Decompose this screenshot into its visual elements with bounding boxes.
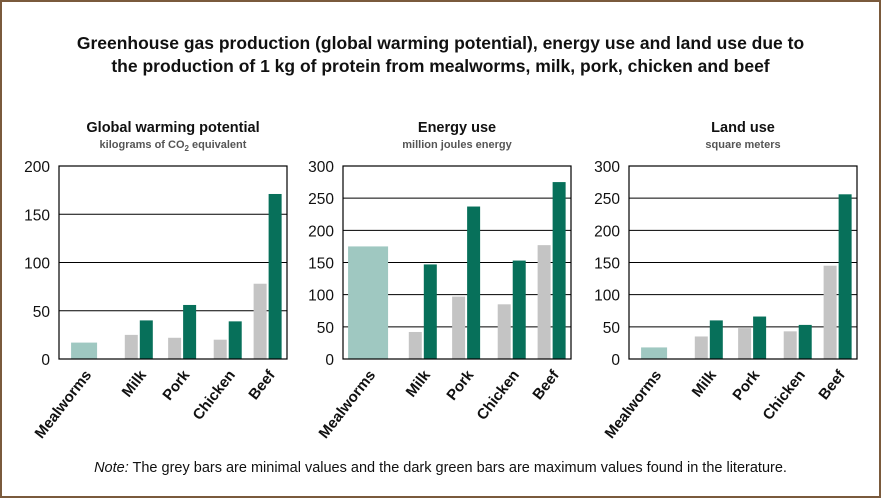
energy-use-bar-pork-max <box>467 206 481 359</box>
land-use-ytick-label: 100 <box>594 288 620 305</box>
land-use-xtick-label: Beef <box>815 366 849 403</box>
energy-use-bar-milk-min <box>408 331 422 359</box>
main-title-line-1: Greenhouse gas production (global warmin… <box>76 33 805 53</box>
global-warming-potential-bar-milk-min <box>124 334 138 359</box>
energy-use-plot-frame <box>342 165 572 360</box>
energy-use-ytick-label: 300 <box>308 159 334 176</box>
land-use-bar-beef-max <box>838 194 852 359</box>
land-use-ytick-label: 300 <box>594 159 620 176</box>
land-use-xtick-label: Mealworms <box>602 367 666 442</box>
land-use-ytick-label: 150 <box>594 256 620 273</box>
energy-use-bar-beef-max <box>552 182 566 359</box>
global-warming-potential-plot-frame <box>58 165 288 360</box>
global-warming-potential-bar-milk-max <box>139 320 153 359</box>
energy-use-ytick-label: 0 <box>325 352 334 369</box>
global-warming-potential-bar-beef-min <box>253 283 267 359</box>
energy-use-ytick-label: 150 <box>308 256 334 273</box>
global-warming-potential-subtitle-text: kilograms of CO <box>99 139 185 151</box>
energy-use-bar-beef-min <box>537 245 551 359</box>
energy-use-ytick-label: 250 <box>308 191 334 208</box>
land-use-ytick-label: 0 <box>611 352 620 369</box>
global-warming-potential-ytick-label: 200 <box>24 159 50 176</box>
land-use-bar-chicken-min <box>783 331 797 359</box>
global-warming-potential-title: Global warming potential <box>86 120 260 136</box>
land-use-subtitle-text: square meters <box>705 139 781 151</box>
energy-use-title: Energy use <box>417 120 497 136</box>
land-use-ytick-label: 50 <box>603 320 621 337</box>
footnote-prefix: Note: <box>94 460 129 476</box>
land-use-bar-pork-max <box>753 316 767 359</box>
energy-use-bar-chicken-max <box>512 260 526 359</box>
land-use-ytick-label: 250 <box>594 191 620 208</box>
energy-use-subtitle-text: million joules energy <box>402 139 512 151</box>
footnote-text: The grey bars are minimal values and the… <box>128 460 787 476</box>
energy-use-ytick-label: 100 <box>308 288 334 305</box>
land-use-plot-frame <box>628 165 858 360</box>
land-use-bar-mealworms <box>641 347 668 359</box>
global-warming-potential-subtitle-tail: equivalent <box>188 139 247 151</box>
global-warming-potential-bar-chicken-min <box>213 339 227 359</box>
land-use-bar-milk-max <box>709 320 723 359</box>
global-warming-potential-bar-chicken-max <box>228 321 242 359</box>
main-title: Greenhouse gas production (global warmin… <box>2 32 879 78</box>
energy-use-bar-pork-min <box>452 296 466 359</box>
global-warming-potential-ytick-label: 100 <box>24 256 50 273</box>
land-use-xtick-label: Milk <box>689 366 721 400</box>
global-warming-potential-bar-beef-max <box>268 193 282 359</box>
global-warming-potential-bar-pork-min <box>168 337 182 359</box>
land-use-bar-chicken-max <box>798 324 812 359</box>
land-use-bar-milk-min <box>694 336 708 359</box>
energy-use-ytick-label: 200 <box>308 223 334 240</box>
global-warming-potential-subtitle: kilograms of CO2 equivalent <box>43 139 303 153</box>
energy-use-subtitle: million joules energy <box>327 139 587 151</box>
energy-use-ytick-label: 50 <box>317 320 335 337</box>
global-warming-potential-ytick-label: 50 <box>33 304 51 321</box>
land-use-subtitle: square meters <box>613 139 873 151</box>
land-use-xtick-label: Chicken <box>760 367 809 423</box>
energy-use-bar-mealworms <box>348 246 389 359</box>
main-title-line-2: the production of 1 kg of protein from m… <box>111 56 770 76</box>
global-warming-potential-ytick-label: 150 <box>24 207 50 224</box>
land-use-xtick-label: Pork <box>729 366 763 403</box>
energy-use-bar-milk-max <box>423 264 437 359</box>
global-warming-potential-bar-mealworms <box>71 342 98 359</box>
energy-use-bar-chicken-min <box>497 304 511 359</box>
global-warming-potential-bar-pork-max <box>183 304 197 359</box>
land-use-bar-beef-min <box>823 265 837 359</box>
global-warming-potential-subtitle-subscript: 2 <box>184 144 189 154</box>
global-warming-potential-ytick-label: 0 <box>41 352 50 369</box>
land-use-title: Land use <box>711 120 775 136</box>
land-use-bar-pork-min <box>738 328 752 359</box>
footnote: Note: The grey bars are minimal values a… <box>2 460 879 476</box>
land-use-ytick-label: 200 <box>594 223 620 240</box>
